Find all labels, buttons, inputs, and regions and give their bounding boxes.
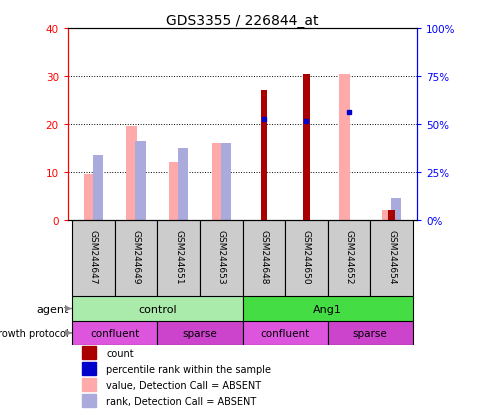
Bar (115, 220, 157, 297)
Bar (285, 220, 327, 297)
Bar (302, 74, 309, 220)
Text: GSM244647: GSM244647 (89, 230, 98, 284)
Bar (82, 394, 96, 407)
Bar (199, 220, 242, 297)
Bar (82, 347, 96, 359)
Text: Ang1: Ang1 (313, 304, 341, 314)
Text: GSM244649: GSM244649 (131, 230, 140, 284)
Text: GSM244651: GSM244651 (174, 230, 183, 284)
Bar (157, 321, 242, 345)
Bar (92, 156, 103, 220)
Bar (242, 321, 327, 345)
Text: GSM244652: GSM244652 (344, 230, 353, 284)
Bar (82, 378, 96, 391)
Text: agent: agent (36, 304, 68, 314)
Text: value, Detection Call = ABSENT: value, Detection Call = ABSENT (106, 380, 261, 389)
Bar (126, 127, 136, 220)
Bar (72, 297, 242, 321)
Text: control: control (138, 304, 176, 314)
Text: GSM244650: GSM244650 (301, 230, 310, 284)
Text: GSM244648: GSM244648 (259, 230, 268, 284)
Text: confluent: confluent (260, 328, 309, 338)
Bar (327, 321, 412, 345)
Bar (82, 362, 96, 375)
Text: confluent: confluent (90, 328, 139, 338)
Text: growth protocol: growth protocol (0, 328, 68, 338)
Bar (84, 175, 94, 220)
Title: GDS3355 / 226844_at: GDS3355 / 226844_at (166, 14, 318, 28)
Text: sparse: sparse (182, 328, 217, 338)
Bar (72, 220, 115, 297)
Bar (242, 220, 285, 297)
Bar (369, 220, 412, 297)
Bar (327, 220, 369, 297)
Text: count: count (106, 348, 134, 358)
Text: percentile rank within the sample: percentile rank within the sample (106, 364, 271, 374)
Bar (135, 141, 145, 220)
Bar (260, 91, 266, 220)
Bar (220, 144, 230, 220)
Text: GSM244653: GSM244653 (216, 230, 225, 284)
Bar (242, 297, 412, 321)
Bar (390, 199, 400, 220)
Bar (211, 144, 221, 220)
Bar (169, 163, 179, 220)
Bar (72, 321, 157, 345)
Bar (388, 211, 394, 220)
Bar (157, 220, 199, 297)
Text: rank, Detection Call = ABSENT: rank, Detection Call = ABSENT (106, 396, 256, 406)
Bar (381, 211, 392, 220)
Text: GSM244654: GSM244654 (386, 230, 395, 284)
Text: sparse: sparse (352, 328, 387, 338)
Bar (178, 148, 188, 220)
Bar (339, 74, 349, 220)
